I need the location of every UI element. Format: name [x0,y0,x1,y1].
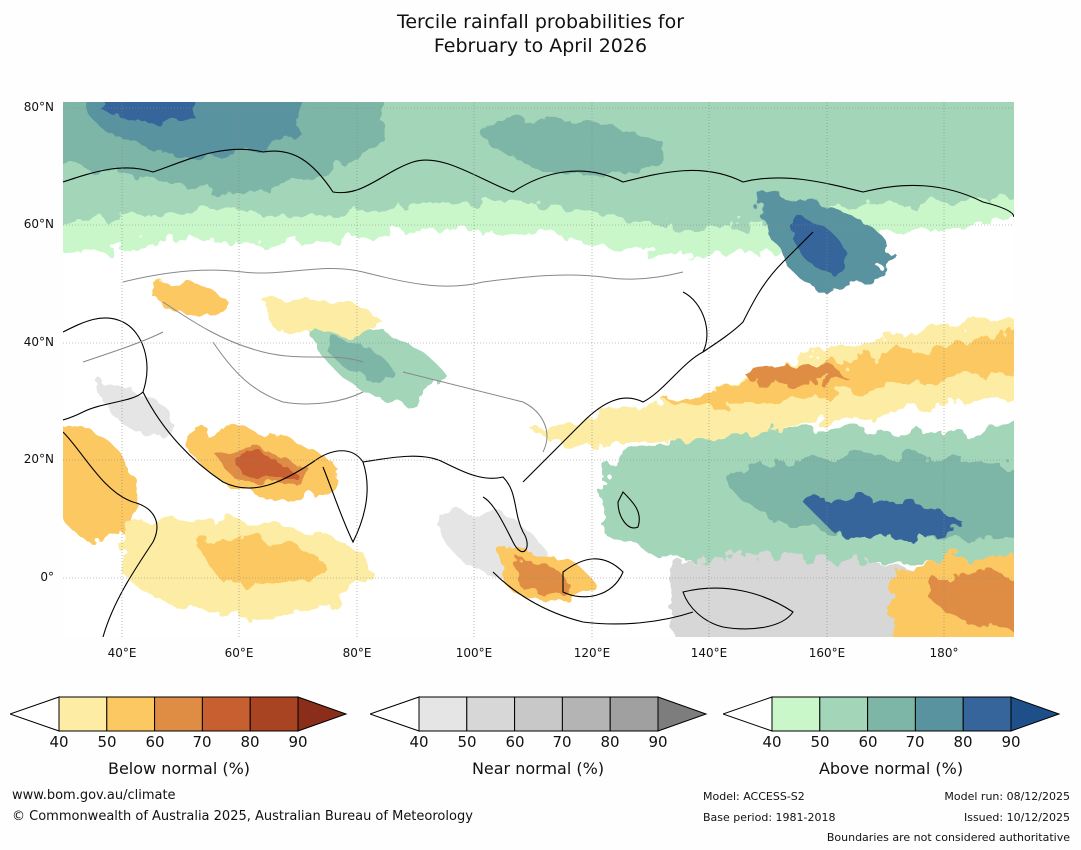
title-line-2: February to April 2026 [433,35,648,57]
colorbar-above-normal [723,696,1061,732]
lat-label-80n: 80°N [23,100,54,114]
colorbar-below-tick: 40 [49,733,69,751]
colorbar-below-tick: 60 [145,733,165,751]
lon-label-140e: 140°E [690,646,728,660]
colorbar-near-title: Near normal (%) [471,759,605,778]
colorbar-near-tick: 50 [457,733,477,751]
lon-label-100e: 100°E [455,646,493,660]
colorbar-segment [514,696,563,732]
graticule [63,102,1014,637]
colorbar-segment [867,696,916,732]
lat-label-60n: 60°N [23,217,54,231]
colorbar-below-tick: 90 [288,733,308,751]
colorbar-near-tick: 40 [409,733,429,751]
lon-label-80e: 80°E [342,646,372,660]
colorbar-upper-extend [657,696,708,732]
colorbar-segment [561,696,611,732]
lat-label-0: 0° [40,570,54,584]
colorbar-below-normal [10,696,348,732]
country-boundaries [82,267,684,453]
colorbar-segment [106,696,156,732]
colorbar-near-tick: 80 [600,733,620,751]
colorbar-near-tick: 90 [648,733,668,751]
colorbar-above-tick: 40 [762,733,782,751]
colorbar-lower-extend [10,696,60,732]
title-line-1: Tercile rainfall probabilities for [396,11,685,33]
lon-label-40e: 40°E [107,646,137,660]
colorbar-near-tick: 60 [505,733,525,751]
lon-label-60e: 60°E [224,646,254,660]
colorbar-near-tick: 70 [552,733,572,751]
colorbar-segment [249,696,299,732]
colorbar-segment [201,696,251,732]
colorbar-segment [819,696,869,732]
colorbar-below-title: Below normal (%) [107,759,251,778]
coastlines [63,148,1014,637]
model-run-date: Model run: 08/12/2025 [944,790,1070,803]
colorbar-near-normal [370,696,708,732]
lon-label-160e: 160°E [808,646,846,660]
lat-label-20n: 20°N [23,452,54,466]
colorbar-segment [418,696,468,732]
colorbar-below-tick: 50 [97,733,117,751]
lon-label-120e: 120°E [573,646,611,660]
colorbar-upper-extend [1010,696,1061,732]
colorbar-above-tick: 70 [905,733,925,751]
colorbar-above-title: Above normal (%) [818,759,964,778]
colorbar-above-tick: 60 [858,733,878,751]
base-period: Base period: 1981-2018 [703,811,836,824]
colorbar-segment [154,696,203,732]
lat-label-40n: 40°N [23,335,54,349]
colorbar-above-tick: 50 [810,733,830,751]
lon-label-180: 180° [929,646,959,660]
website-link[interactable]: www.bom.gov.au/climate [12,788,176,803]
probability-fields [63,102,1014,637]
colorbar-lower-extend [723,696,773,732]
colorbar-upper-extend [297,696,348,732]
model-name: Model: ACCESS-S2 [703,790,805,803]
boundary-disclaimer: Boundaries are not considered authoritat… [826,831,1070,844]
issued-date: Issued: 10/12/2025 [963,811,1070,824]
colorbar-segment [914,696,964,732]
colorbar-segment [962,696,1012,732]
colorbar-below-tick: 70 [192,733,212,751]
colorbar-above-tick: 80 [953,733,973,751]
copyright-text: © Commonwealth of Australia 2025, Austra… [12,809,473,824]
colorbar-lower-extend [370,696,420,732]
colorbar-segment [466,696,516,732]
rainfall-probability-map [63,102,1014,637]
colorbar-segment [771,696,821,732]
colorbar-below-tick: 80 [240,733,260,751]
colorbar-segment [609,696,659,732]
colorbar-above-tick: 90 [1001,733,1021,751]
colorbar-segment [58,696,108,732]
map-title: Tercile rainfall probabilities for Febru… [0,10,1081,58]
